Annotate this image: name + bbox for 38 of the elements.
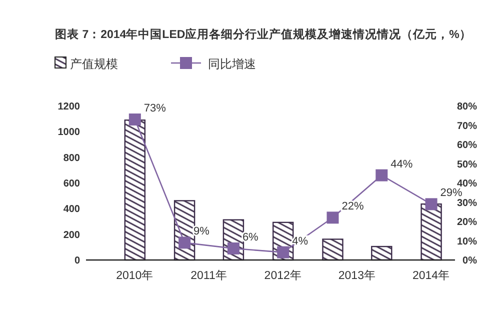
- bar: [322, 238, 344, 261]
- bar: [420, 203, 442, 261]
- legend-label: 同比增速: [208, 57, 256, 71]
- x-tick-label: 2010年: [116, 269, 154, 282]
- y2-tick-label: 70%: [456, 120, 478, 132]
- y2-tick-label: 10%: [456, 236, 478, 248]
- point: [277, 246, 290, 258]
- data-label: 73%: [144, 102, 166, 114]
- y2-tick-label: 80%: [456, 102, 478, 112]
- bar: [371, 246, 392, 261]
- y-tick-label: 800: [63, 152, 80, 164]
- legend-label: 产值规模: [70, 57, 118, 71]
- point: [326, 212, 339, 224]
- point: [227, 242, 240, 254]
- y2-tick-label: 50%: [456, 159, 478, 170]
- y2-tick-label: 0%: [462, 256, 478, 266]
- y-tick-label: 200: [63, 230, 80, 241]
- chart-title: 图表 7：2014年中国LED应用各细分行业产值规模及增速情况情况（亿元，%）: [55, 27, 472, 41]
- x-tick-label: 2014年: [412, 269, 450, 282]
- y2-tick-label: 20%: [456, 217, 478, 228]
- y-tick-label: 1000: [58, 127, 80, 138]
- y2-tick-label: 40%: [456, 178, 478, 190]
- y2-tick-label: 30%: [456, 198, 478, 209]
- x-tick-label: 2011年: [190, 269, 228, 282]
- data-label: 44%: [390, 158, 413, 170]
- point: [425, 198, 438, 210]
- x-tick-label: 2012年: [264, 269, 302, 282]
- y-tick-label: 0: [74, 256, 80, 266]
- point: [128, 113, 141, 126]
- data-label: 29%: [440, 187, 463, 200]
- y-tick-label: 1200: [58, 102, 80, 112]
- point: [178, 236, 191, 249]
- y-tick-label: 400: [63, 204, 80, 216]
- y-tick-label: 600: [63, 178, 80, 190]
- bar: [124, 120, 146, 261]
- point: [376, 169, 388, 182]
- x-tick-label: 2013年: [338, 269, 376, 282]
- y2-tick-label: 60%: [456, 140, 478, 151]
